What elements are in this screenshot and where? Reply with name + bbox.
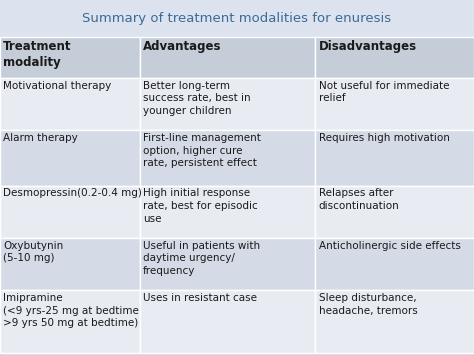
Text: First-line management
option, higher cure
rate, persistent effect: First-line management option, higher cur…: [143, 133, 261, 168]
FancyBboxPatch shape: [315, 78, 474, 130]
FancyBboxPatch shape: [0, 0, 474, 37]
Text: Motivational therapy: Motivational therapy: [3, 81, 111, 91]
FancyBboxPatch shape: [315, 238, 474, 290]
Text: Requires high motivation: Requires high motivation: [319, 133, 449, 143]
FancyBboxPatch shape: [140, 130, 315, 186]
Text: Advantages: Advantages: [143, 40, 222, 53]
FancyBboxPatch shape: [140, 186, 315, 238]
Text: Anticholinergic side effects: Anticholinergic side effects: [319, 241, 460, 251]
Text: Sleep disturbance,
headache, tremors: Sleep disturbance, headache, tremors: [319, 293, 417, 316]
FancyBboxPatch shape: [0, 130, 140, 186]
Text: Imipramine
(<9 yrs-25 mg at bedtime
>9 yrs 50 mg at bedtime): Imipramine (<9 yrs-25 mg at bedtime >9 y…: [3, 293, 139, 328]
FancyBboxPatch shape: [140, 37, 315, 78]
Text: Relapses after
discontinuation: Relapses after discontinuation: [319, 189, 399, 211]
FancyBboxPatch shape: [140, 238, 315, 290]
Text: Alarm therapy: Alarm therapy: [3, 133, 78, 143]
Text: Oxybutynin
(5-10 mg): Oxybutynin (5-10 mg): [3, 241, 64, 263]
FancyBboxPatch shape: [315, 186, 474, 238]
Text: Treatment
modality: Treatment modality: [3, 40, 72, 69]
FancyBboxPatch shape: [315, 290, 474, 353]
FancyBboxPatch shape: [315, 37, 474, 78]
FancyBboxPatch shape: [140, 78, 315, 130]
FancyBboxPatch shape: [0, 186, 140, 238]
Text: High initial response
rate, best for episodic
use: High initial response rate, best for epi…: [143, 189, 258, 224]
FancyBboxPatch shape: [0, 290, 140, 353]
Text: Disadvantages: Disadvantages: [319, 40, 417, 53]
Text: Summary of treatment modalities for enuresis: Summary of treatment modalities for enur…: [82, 12, 392, 26]
Text: Useful in patients with
daytime urgency/
frequency: Useful in patients with daytime urgency/…: [143, 241, 260, 276]
Text: Better long-term
success rate, best in
younger children: Better long-term success rate, best in y…: [143, 81, 251, 116]
FancyBboxPatch shape: [0, 37, 140, 78]
Text: Uses in resistant case: Uses in resistant case: [143, 293, 257, 303]
FancyBboxPatch shape: [0, 78, 140, 130]
Text: Desmopressin(0.2-0.4 mg): Desmopressin(0.2-0.4 mg): [3, 189, 142, 198]
FancyBboxPatch shape: [0, 238, 140, 290]
Text: Not useful for immediate
relief: Not useful for immediate relief: [319, 81, 449, 103]
FancyBboxPatch shape: [315, 130, 474, 186]
FancyBboxPatch shape: [140, 290, 315, 353]
